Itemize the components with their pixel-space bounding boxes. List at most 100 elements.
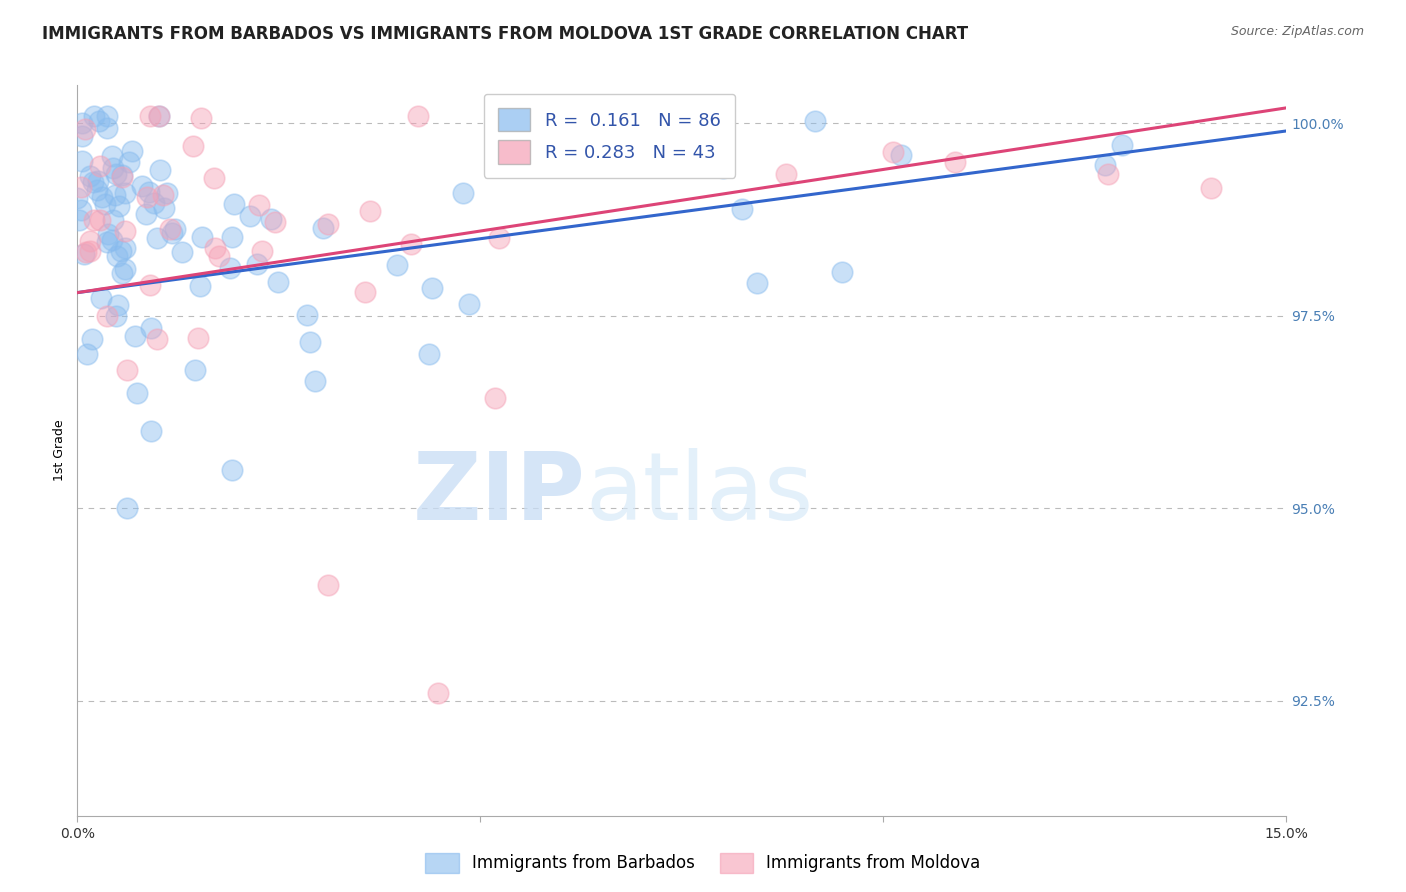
Point	[89, 114, 111, 128]
Point	[101, 149, 124, 163]
Point	[418, 346, 440, 360]
Point	[135, 207, 157, 221]
Point	[72, 116, 94, 130]
Point	[299, 335, 322, 350]
Point	[263, 215, 285, 229]
Point	[202, 171, 225, 186]
Point	[107, 297, 129, 311]
Point	[82, 332, 104, 346]
Point	[111, 266, 134, 280]
Point	[87, 174, 110, 188]
Point	[139, 109, 162, 123]
Point	[1094, 158, 1116, 172]
Point	[69, 179, 91, 194]
Point	[111, 169, 134, 183]
Point	[96, 109, 118, 123]
Point	[204, 241, 226, 255]
Y-axis label: 1st Grade: 1st Grade	[53, 419, 66, 482]
Point	[148, 109, 170, 123]
Point	[75, 122, 97, 136]
Point	[103, 188, 125, 202]
Point	[96, 309, 118, 323]
Point	[153, 201, 176, 215]
Point	[943, 155, 966, 169]
Point	[181, 139, 204, 153]
Point	[190, 111, 212, 125]
Point	[79, 235, 101, 249]
Point	[484, 391, 506, 405]
Point	[882, 145, 904, 159]
Point	[163, 221, 186, 235]
Point	[297, 308, 319, 322]
Legend: Immigrants from Barbados, Immigrants from Moldova: Immigrants from Barbados, Immigrants fro…	[419, 847, 987, 880]
Point	[138, 185, 160, 199]
Point	[603, 143, 626, 157]
Point	[70, 203, 93, 218]
Point	[267, 275, 290, 289]
Point	[458, 297, 481, 311]
Point	[114, 241, 136, 255]
Point	[219, 260, 242, 275]
Point	[408, 109, 430, 123]
Point	[312, 220, 335, 235]
Point	[70, 128, 93, 143]
Point	[890, 148, 912, 162]
Legend: R =  0.161   N = 86, R = 0.283   N = 43: R = 0.161 N = 86, R = 0.283 N = 43	[484, 94, 735, 178]
Point	[136, 190, 159, 204]
Point	[124, 329, 146, 343]
Point	[1111, 137, 1133, 152]
Point	[97, 227, 120, 241]
Point	[67, 213, 90, 227]
Point	[105, 309, 128, 323]
Point	[96, 120, 118, 135]
Point	[82, 175, 104, 189]
Point	[1097, 167, 1119, 181]
Point	[775, 167, 797, 181]
Point	[114, 186, 136, 201]
Point	[804, 114, 827, 128]
Point	[110, 244, 132, 258]
Point	[222, 197, 245, 211]
Point	[90, 190, 112, 204]
Point	[451, 186, 474, 200]
Point	[1199, 181, 1222, 195]
Point	[146, 332, 169, 346]
Point	[96, 235, 118, 249]
Point	[76, 347, 98, 361]
Point	[711, 161, 734, 175]
Point	[139, 424, 162, 438]
Point	[131, 178, 153, 193]
Point	[94, 197, 117, 211]
Text: ZIP: ZIP	[412, 449, 585, 541]
Point	[831, 265, 853, 279]
Point	[148, 109, 170, 123]
Point	[191, 230, 214, 244]
Point	[159, 222, 181, 236]
Point	[316, 217, 339, 231]
Point	[100, 233, 122, 247]
Point	[105, 248, 128, 262]
Point	[401, 236, 423, 251]
Point	[139, 277, 162, 292]
Point	[70, 153, 93, 168]
Point	[89, 159, 111, 173]
Text: Source: ZipAtlas.com: Source: ZipAtlas.com	[1230, 25, 1364, 38]
Point	[143, 195, 166, 210]
Point	[72, 246, 94, 260]
Point	[316, 578, 339, 592]
Point	[152, 188, 174, 202]
Point	[149, 163, 172, 178]
Point	[101, 213, 124, 227]
Text: IMMIGRANTS FROM BARBADOS VS IMMIGRANTS FROM MOLDOVA 1ST GRADE CORRELATION CHART: IMMIGRANTS FROM BARBADOS VS IMMIGRANTS F…	[42, 25, 969, 43]
Point	[111, 169, 134, 184]
Point	[79, 169, 101, 184]
Point	[156, 186, 179, 200]
Point	[66, 191, 89, 205]
Point	[75, 244, 97, 259]
Point	[747, 276, 769, 290]
Point	[183, 362, 205, 376]
Point	[146, 231, 169, 245]
Point	[250, 244, 273, 258]
Point	[221, 229, 243, 244]
Point	[188, 279, 211, 293]
